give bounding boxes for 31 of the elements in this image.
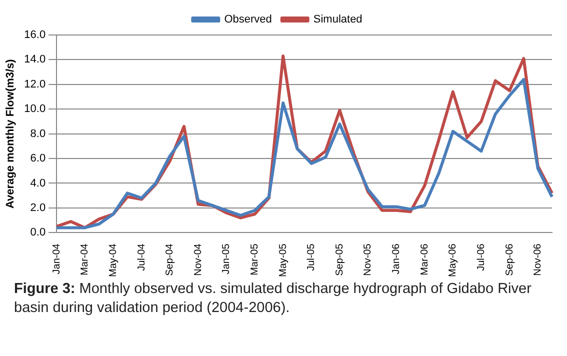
x-tick-label: Jan-06 — [391, 243, 402, 274]
y-tick-label: 12.0 — [24, 78, 46, 90]
x-tick-label: Sep-05 — [334, 243, 346, 276]
x-tick-label: Nov-04 — [192, 243, 204, 276]
x-tick-label: May-05 — [278, 243, 289, 278]
x-tick-label: Nov-06 — [532, 243, 544, 276]
x-tick-label: May-06 — [448, 243, 459, 278]
x-tick-label: Mar-05 — [250, 243, 261, 276]
y-axis-title: Average monthly Flow(m3/s) — [4, 58, 17, 208]
x-tick-label: Jan-04 — [51, 243, 62, 274]
x-tick-label: May-04 — [108, 243, 119, 278]
y-tick-label: 10.0 — [24, 103, 46, 116]
x-tick-label: Mar-04 — [80, 243, 91, 276]
caption: Figure 3: Monthly observed vs. simulated discharge hydrograph of Gidabo River basin during validation period (2004-2006). — [14, 281, 532, 316]
y-tick-label: 16.0 — [24, 29, 46, 42]
y-tick-label: 2.0 — [30, 202, 46, 214]
y-tick-label: 4.0 — [30, 177, 46, 190]
x-tick-label: Jan-05 — [221, 243, 232, 274]
y-tick-label: 0.0 — [30, 226, 46, 239]
x-tick-label: Jul-04 — [136, 243, 148, 271]
legend-label: Observed — [224, 14, 272, 26]
y-tick-label: 14.0 — [24, 54, 46, 66]
x-tick-label: Jul-05 — [306, 243, 318, 271]
x-tick-label: Mar-06 — [419, 243, 430, 276]
x-tick-label: Sep-04 — [164, 243, 176, 276]
legend-label: Simulated — [313, 14, 362, 26]
y-tick-label: 8.0 — [30, 128, 46, 140]
x-tick-label: Jul-06 — [476, 243, 487, 271]
y-tick-label: 6.0 — [30, 152, 46, 165]
x-tick-label: Nov-05 — [362, 243, 374, 276]
x-tick-label: Sep-06 — [504, 243, 516, 276]
